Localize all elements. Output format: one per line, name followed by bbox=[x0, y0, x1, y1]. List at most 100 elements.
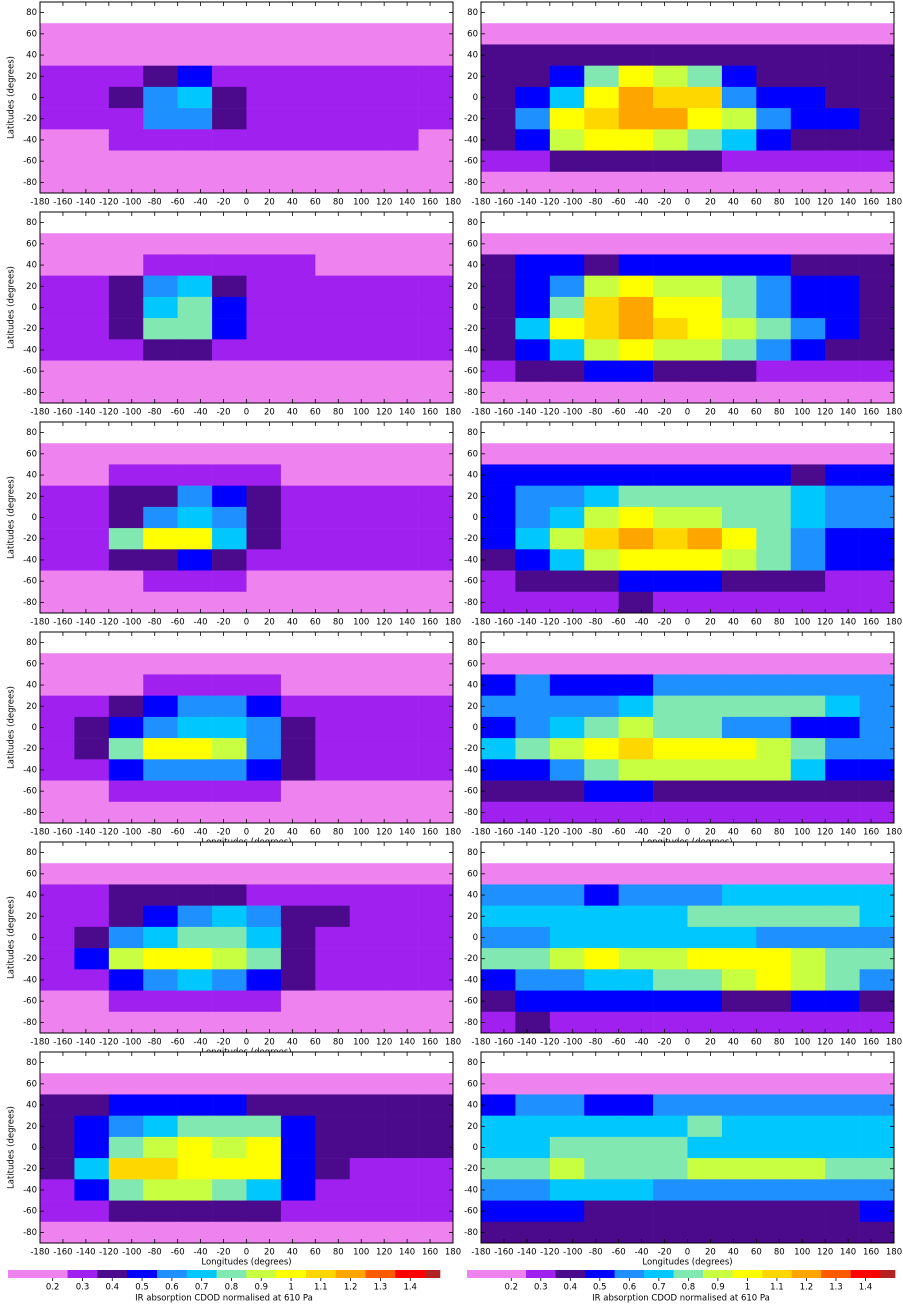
cell bbox=[74, 171, 110, 194]
y-tick-label: -40 bbox=[464, 345, 478, 355]
cell bbox=[315, 296, 351, 319]
x-tick-label: 0 bbox=[685, 828, 690, 838]
cell bbox=[108, 485, 144, 508]
cell bbox=[825, 233, 860, 255]
cell bbox=[74, 23, 110, 45]
cell bbox=[143, 233, 178, 255]
x-tick-label: 20 bbox=[264, 618, 275, 628]
x-tick-label: 100 bbox=[794, 828, 810, 838]
cell bbox=[40, 443, 75, 465]
cell bbox=[177, 254, 213, 276]
y-tick-label: 40 bbox=[26, 681, 37, 691]
cell bbox=[825, 1179, 860, 1201]
y-tick-label: -60 bbox=[23, 787, 37, 797]
cell bbox=[108, 1200, 144, 1223]
cell bbox=[246, 1221, 282, 1244]
cell bbox=[756, 695, 792, 718]
cell bbox=[108, 884, 144, 906]
cell bbox=[418, 905, 454, 928]
cell bbox=[177, 108, 213, 130]
cell bbox=[384, 591, 419, 614]
panel: -180 -160 -140 -120 -100 -80 -60 -40 -20 0 20 40 60 8… bbox=[464, 631, 902, 848]
cell bbox=[40, 506, 75, 529]
cell bbox=[687, 549, 723, 571]
cell bbox=[721, 780, 757, 803]
cell bbox=[315, 926, 351, 949]
cell bbox=[790, 1094, 826, 1116]
x-tick-label: 40 bbox=[287, 408, 298, 418]
y-tick-label: -60 bbox=[23, 577, 37, 587]
cell bbox=[790, 1136, 826, 1159]
colorbar-tick-label: 0.6 bbox=[623, 1283, 637, 1293]
cell bbox=[790, 716, 826, 739]
cell bbox=[418, 801, 454, 824]
x-tick-label: -140 bbox=[76, 1248, 95, 1258]
cell bbox=[859, 464, 895, 486]
x-tick-label: -40 bbox=[635, 828, 649, 838]
cell bbox=[687, 108, 723, 130]
cell bbox=[74, 443, 110, 465]
cell bbox=[481, 318, 516, 340]
cell bbox=[687, 23, 723, 45]
x-tick-label: -40 bbox=[635, 618, 649, 628]
y-tick-label: 40 bbox=[467, 261, 478, 271]
cell bbox=[418, 1136, 454, 1159]
cell bbox=[721, 926, 757, 949]
cell bbox=[246, 464, 282, 486]
cell bbox=[280, 884, 316, 906]
x-axis-title: Longitudes (degrees) bbox=[201, 1258, 291, 1268]
cell bbox=[177, 1011, 213, 1034]
cell bbox=[584, 1094, 619, 1116]
x-tick-label: -120 bbox=[99, 408, 118, 418]
cell bbox=[481, 674, 516, 696]
cell bbox=[280, 44, 316, 66]
cell bbox=[349, 1221, 385, 1244]
cell bbox=[687, 1158, 723, 1180]
cell bbox=[515, 591, 551, 614]
cell bbox=[584, 65, 619, 88]
colorbar-tick-label: 0.8 bbox=[682, 1283, 696, 1293]
cell bbox=[825, 863, 860, 885]
cell bbox=[315, 108, 351, 130]
cell bbox=[315, 570, 351, 593]
cell bbox=[515, 780, 551, 803]
x-tick-label: -100 bbox=[563, 408, 582, 418]
cell bbox=[418, 150, 454, 173]
cell bbox=[315, 1136, 351, 1159]
cell bbox=[481, 549, 516, 571]
x-tick-label: 100 bbox=[794, 408, 810, 418]
cell bbox=[825, 506, 860, 529]
cell bbox=[721, 674, 757, 696]
x-tick-label: 0 bbox=[244, 198, 249, 208]
x-tick-label: 140 bbox=[399, 618, 415, 628]
cell bbox=[349, 506, 385, 529]
cell bbox=[143, 759, 178, 781]
y-tick-label: -20 bbox=[464, 534, 478, 544]
cell bbox=[618, 528, 654, 550]
cell bbox=[687, 1011, 723, 1034]
cell bbox=[756, 23, 792, 45]
cell bbox=[790, 296, 826, 319]
cell bbox=[212, 759, 247, 781]
cell bbox=[859, 171, 895, 194]
x-tick-label: 120 bbox=[376, 408, 392, 418]
x-tick-label: -60 bbox=[171, 1038, 185, 1048]
cell bbox=[790, 969, 826, 991]
cell bbox=[74, 1221, 110, 1244]
cell bbox=[418, 443, 454, 465]
x-tick-label: -60 bbox=[612, 828, 626, 838]
cell bbox=[349, 549, 385, 571]
cell bbox=[859, 801, 895, 824]
x-tick-label: -60 bbox=[171, 408, 185, 418]
y-tick-label: 60 bbox=[26, 659, 37, 669]
cell bbox=[349, 443, 385, 465]
cell bbox=[74, 801, 110, 824]
cell bbox=[40, 464, 75, 486]
cell bbox=[246, 801, 282, 824]
cell bbox=[40, 759, 75, 781]
cell bbox=[280, 969, 316, 991]
cell bbox=[349, 1073, 385, 1095]
x-tick-label: 100 bbox=[794, 618, 810, 628]
cell bbox=[212, 549, 247, 571]
cell bbox=[825, 1011, 860, 1034]
